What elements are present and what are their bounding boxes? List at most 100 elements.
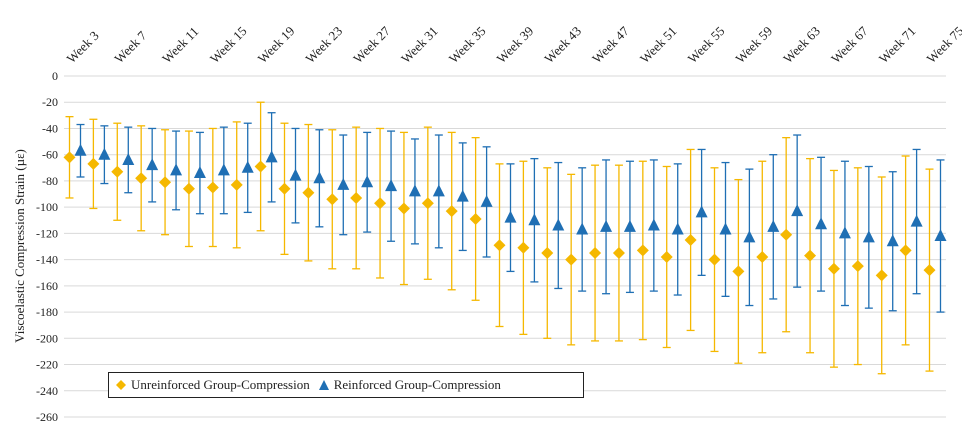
- data-point-unreinforced: [159, 176, 172, 189]
- x-tick-label: Week 43: [541, 23, 584, 66]
- y-tick-label: -100: [36, 200, 58, 214]
- data-point-unreinforced: [278, 182, 291, 195]
- diamond-icon: [116, 380, 126, 390]
- data-point-reinforced: [217, 163, 230, 176]
- data-point-unreinforced: [206, 181, 219, 194]
- data-markers: [63, 143, 947, 282]
- data-point-unreinforced: [732, 265, 745, 278]
- data-point-reinforced: [743, 230, 756, 243]
- data-point-reinforced: [385, 179, 398, 192]
- y-tick-label: -240: [36, 384, 58, 398]
- data-point-reinforced: [122, 152, 135, 165]
- x-axis-labels: Week 3 Week 7 Week 11 Week 15 Week 19 Week 23…: [64, 23, 962, 66]
- x-tick-label: Week 59: [732, 23, 775, 66]
- data-point-unreinforced: [230, 178, 243, 191]
- x-tick-label: Week 19: [255, 23, 298, 66]
- data-point-unreinforced: [111, 165, 124, 178]
- y-tick-label: -160: [36, 279, 58, 293]
- y-tick-label: -180: [36, 305, 58, 319]
- legend-label-reinforced: Reinforced Group-Compression: [333, 377, 501, 392]
- data-point-unreinforced: [636, 244, 649, 257]
- data-point-reinforced: [576, 222, 589, 235]
- y-axis-ticks: 0 -20 -40 -60 -80 -100 -120 -140 -160 -180 -200 -22…: [36, 69, 58, 424]
- data-point-reinforced: [146, 158, 159, 171]
- data-point-reinforced: [934, 229, 947, 242]
- legend-item-unreinforced: Unreinforced Group-Compression: [115, 377, 310, 393]
- data-point-unreinforced: [63, 151, 76, 164]
- x-tick-label: Week 63: [780, 23, 823, 66]
- data-point-reinforced: [695, 205, 708, 218]
- data-point-unreinforced: [493, 239, 506, 252]
- x-tick-label: Week 3: [64, 28, 102, 66]
- x-tick-label: Week 47: [589, 23, 632, 66]
- y-tick-label: -120: [36, 226, 58, 240]
- triangle-icon: [318, 380, 329, 390]
- data-point-unreinforced: [517, 241, 530, 254]
- x-tick-label: Week 11: [159, 24, 201, 66]
- data-point-unreinforced: [589, 247, 602, 260]
- legend-item-reinforced: Reinforced Group-Compression: [318, 377, 501, 393]
- data-point-unreinforced: [135, 172, 148, 185]
- x-tick-label: Week 51: [637, 23, 680, 66]
- data-point-unreinforced: [374, 197, 387, 210]
- data-point-unreinforced: [565, 253, 578, 266]
- data-point-reinforced: [98, 147, 111, 160]
- data-point-reinforced: [862, 230, 875, 243]
- data-point-unreinforced: [397, 202, 410, 215]
- data-point-reinforced: [289, 168, 302, 181]
- x-tick-label: Week 7: [111, 28, 150, 67]
- x-tick-label: Week 39: [494, 23, 537, 66]
- data-point-unreinforced: [875, 269, 888, 282]
- data-point-unreinforced: [899, 244, 912, 257]
- data-point-reinforced: [838, 226, 851, 239]
- data-point-unreinforced: [445, 205, 458, 218]
- gridlines: [64, 75, 946, 418]
- data-point-unreinforced: [827, 262, 840, 275]
- x-tick-label: Week 55: [685, 23, 728, 66]
- data-point-reinforced: [552, 218, 565, 231]
- y-tick-label: -40: [42, 121, 58, 135]
- data-point-reinforced: [623, 219, 636, 232]
- data-point-reinforced: [265, 150, 278, 163]
- data-point-unreinforced: [254, 160, 267, 173]
- data-point-unreinforced: [421, 197, 434, 210]
- data-point-reinforced: [815, 217, 828, 230]
- legend-label-unreinforced: Unreinforced Group-Compression: [131, 377, 310, 392]
- data-point-unreinforced: [87, 157, 100, 170]
- data-point-unreinforced: [660, 250, 673, 263]
- data-point-reinforced: [886, 234, 899, 247]
- y-axis-title: Viscoelastic Compression Strain (µε): [12, 149, 27, 343]
- y-tick-label: -200: [36, 331, 58, 345]
- data-point-unreinforced: [302, 186, 315, 199]
- data-point-unreinforced: [612, 247, 625, 260]
- data-point-reinforced: [647, 218, 660, 231]
- x-tick-label: Week 67: [828, 23, 871, 66]
- x-tick-label: Week 35: [446, 23, 489, 66]
- data-point-reinforced: [671, 222, 684, 235]
- y-tick-label: -220: [36, 358, 58, 372]
- data-point-unreinforced: [684, 233, 697, 246]
- data-point-reinforced: [767, 219, 780, 232]
- data-point-reinforced: [313, 171, 326, 184]
- y-tick-label: -60: [42, 148, 58, 162]
- data-point-reinforced: [193, 166, 206, 179]
- data-point-reinforced: [719, 222, 732, 235]
- data-point-unreinforced: [780, 228, 793, 241]
- y-tick-label: 0: [52, 69, 58, 83]
- data-point-unreinforced: [350, 191, 363, 204]
- data-point-unreinforced: [804, 249, 817, 262]
- data-point-reinforced: [504, 210, 517, 223]
- data-point-unreinforced: [756, 250, 769, 263]
- data-point-unreinforced: [469, 212, 482, 225]
- data-point-reinforced: [528, 213, 541, 226]
- x-tick-label: Week 23: [302, 23, 345, 66]
- x-tick-label: Week 15: [207, 23, 250, 66]
- x-tick-label: Week 71: [876, 23, 919, 66]
- legend: Unreinforced Group-Compression Reinforce…: [108, 372, 584, 398]
- data-point-unreinforced: [708, 253, 721, 266]
- data-point-unreinforced: [182, 182, 195, 195]
- data-point-reinforced: [337, 177, 350, 190]
- data-point-unreinforced: [923, 264, 936, 277]
- data-point-unreinforced: [541, 247, 554, 260]
